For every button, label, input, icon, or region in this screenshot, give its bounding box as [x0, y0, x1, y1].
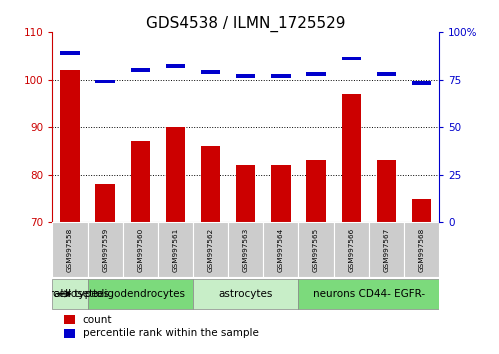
Bar [131, 142, 150, 222]
Bar [166, 127, 185, 222]
Text: astrocytes: astrocytes [219, 289, 273, 299]
Bar [412, 199, 431, 222]
Text: GSM997561: GSM997561 [173, 228, 179, 272]
Bar [341, 94, 361, 222]
Text: GSM997566: GSM997566 [348, 228, 354, 272]
Text: neural rosettes: neural rosettes [30, 289, 110, 299]
Bar [334, 222, 369, 278]
Bar [158, 222, 193, 278]
Bar [271, 165, 290, 222]
Text: neurons CD44- EGFR-: neurons CD44- EGFR- [313, 289, 425, 299]
Text: GSM997567: GSM997567 [383, 228, 389, 272]
Bar [95, 184, 115, 222]
Text: GSM997565: GSM997565 [313, 228, 319, 272]
Text: GSM997560: GSM997560 [137, 228, 143, 272]
Bar [131, 68, 150, 72]
Bar [377, 72, 396, 76]
Title: GDS4538 / ILMN_1725529: GDS4538 / ILMN_1725529 [146, 16, 345, 32]
Text: percentile rank within the sample: percentile rank within the sample [82, 329, 258, 338]
Bar [60, 70, 80, 222]
Text: GSM997562: GSM997562 [208, 228, 214, 272]
Bar [236, 165, 255, 222]
Bar [64, 315, 75, 324]
Bar [201, 70, 220, 74]
Bar [87, 222, 123, 278]
Bar [298, 279, 439, 309]
Bar [95, 80, 115, 83]
Bar [306, 160, 326, 222]
Text: GSM997559: GSM997559 [102, 228, 108, 272]
Text: GSM997563: GSM997563 [243, 228, 249, 272]
Bar [52, 279, 87, 309]
Text: oligodendrocytes: oligodendrocytes [95, 289, 185, 299]
Bar [123, 222, 158, 278]
Bar [87, 279, 193, 309]
Text: count: count [82, 315, 112, 325]
Bar [64, 329, 75, 338]
Bar [193, 222, 228, 278]
Bar [263, 222, 298, 278]
Bar [52, 222, 87, 278]
Bar [228, 222, 263, 278]
Text: GSM997558: GSM997558 [67, 228, 73, 272]
Bar [369, 222, 404, 278]
Bar [404, 222, 439, 278]
Bar [271, 74, 290, 78]
Bar [236, 74, 255, 78]
Bar [60, 51, 80, 55]
Bar [412, 81, 431, 85]
Bar [166, 64, 185, 68]
Bar [306, 72, 326, 76]
Bar [201, 146, 220, 222]
Text: GSM997568: GSM997568 [419, 228, 425, 272]
Text: GSM997564: GSM997564 [278, 228, 284, 272]
Bar [193, 279, 298, 309]
Bar [298, 222, 334, 278]
Bar [341, 57, 361, 61]
Text: cell type: cell type [53, 289, 97, 299]
Bar [377, 160, 396, 222]
